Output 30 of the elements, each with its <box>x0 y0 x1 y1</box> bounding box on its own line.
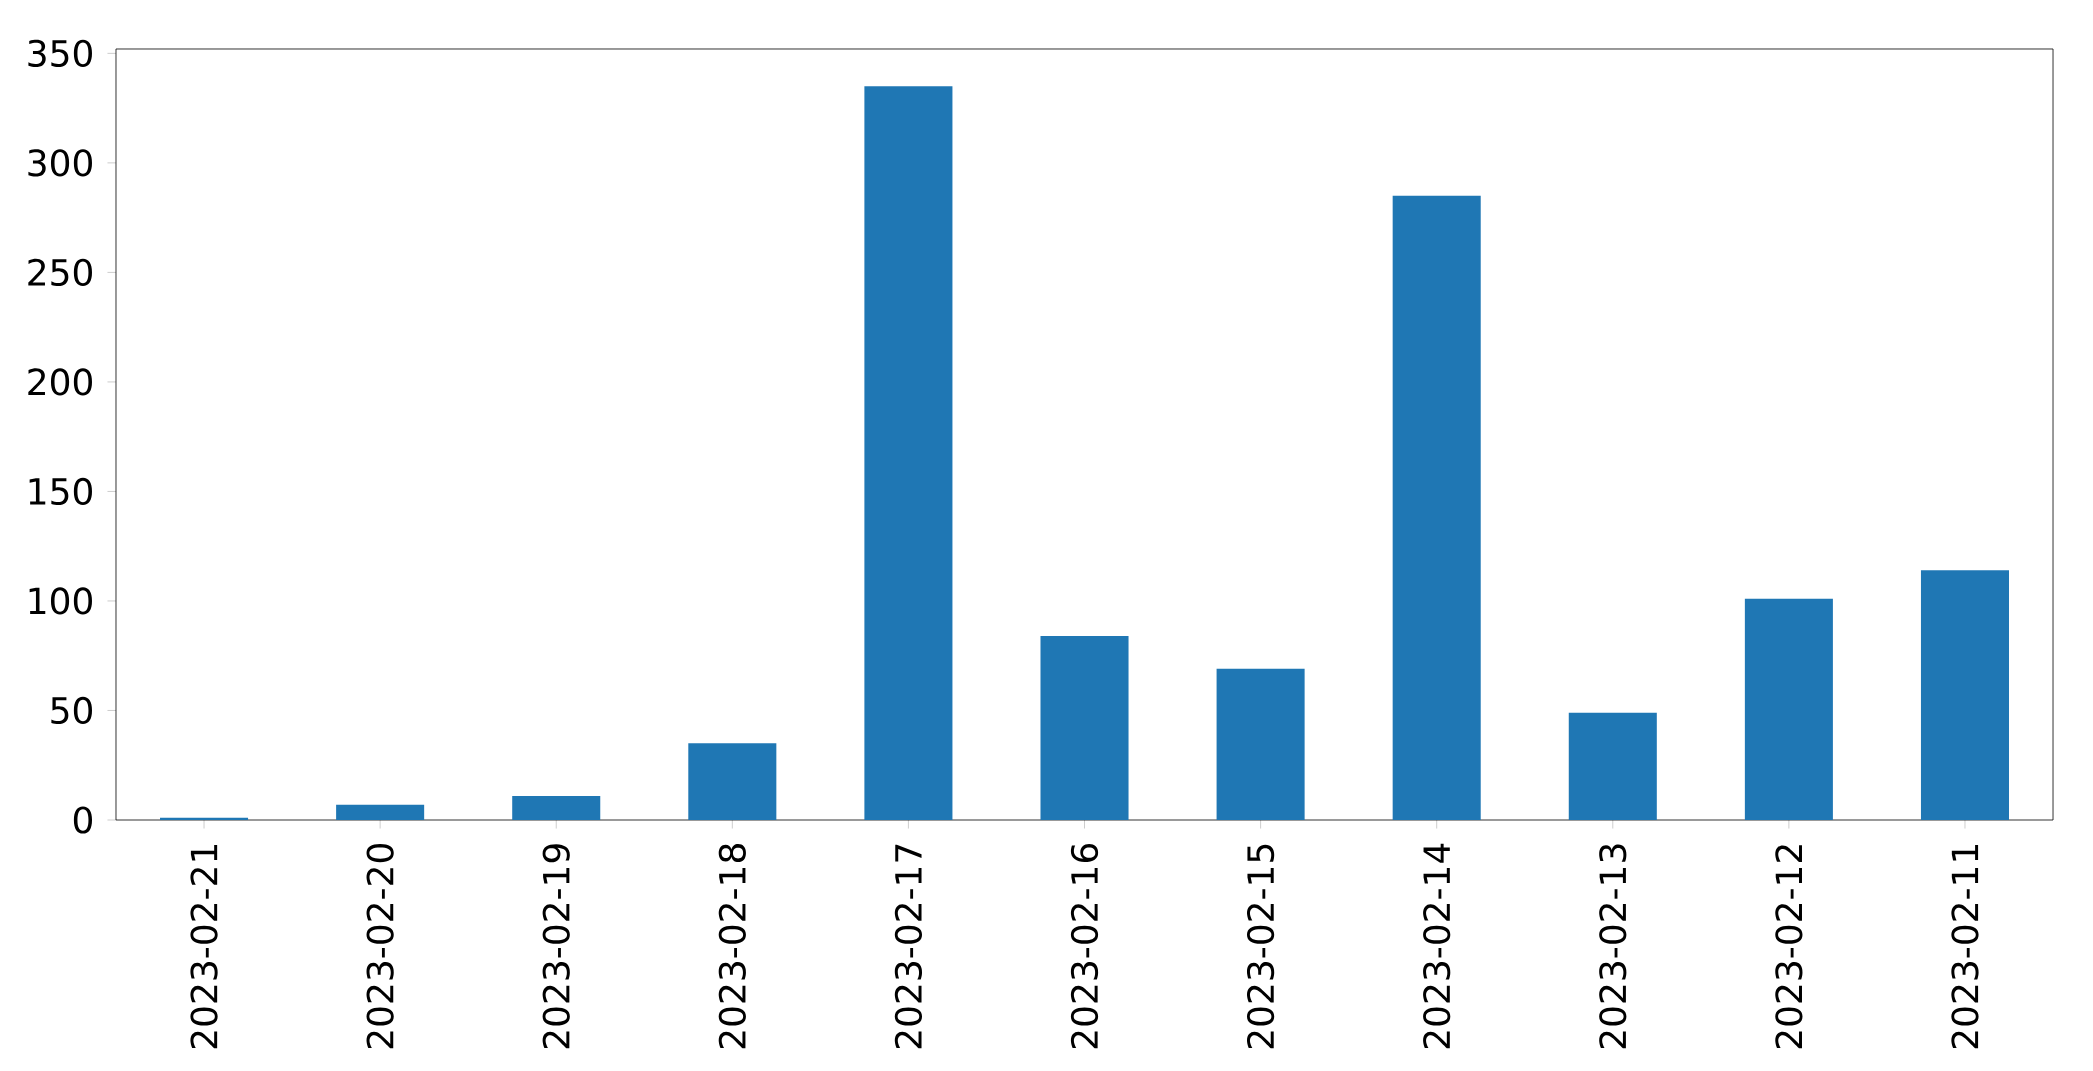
x-tick-label: 2023-02-20 <box>366 844 394 1049</box>
x-tick-label: 2023-02-19 <box>542 844 570 1049</box>
bar <box>1040 636 1129 820</box>
y-tick-label: 200 <box>28 368 92 396</box>
y-tick-label: 300 <box>28 149 92 177</box>
y-tick-label: 150 <box>29 477 92 506</box>
bar <box>1920 570 2009 820</box>
y-tick-label: 0 <box>73 806 93 834</box>
x-tick-label: 2023-02-14 <box>1423 843 1451 1049</box>
bar <box>1216 668 1305 820</box>
y-tick-label: 350 <box>28 39 92 67</box>
x-tick-label: 2023-02-16 <box>1070 843 1099 1049</box>
x-tick-label: 2023-02-17 <box>894 844 923 1049</box>
y-tick-label: 250 <box>28 258 92 287</box>
x-tick-label: 2023-02-18 <box>718 844 746 1049</box>
x-tick-label: 2023-02-13 <box>1599 844 1627 1049</box>
x-tick-label: 2023-02-12 <box>1775 845 1803 1049</box>
bar <box>864 86 953 820</box>
bar <box>512 795 601 820</box>
x-tick-label: 2023-02-21 <box>190 844 218 1049</box>
bar <box>1744 598 1833 820</box>
y-tick-label: 100 <box>29 587 92 615</box>
bar <box>160 817 249 820</box>
bar <box>1392 195 1481 820</box>
y-tick-label: 50 <box>51 696 93 725</box>
bar <box>688 743 777 820</box>
x-tick-label: 2023-02-15 <box>1246 844 1275 1049</box>
bar <box>1568 712 1657 820</box>
bar <box>336 804 425 820</box>
x-tick-label: 2023-02-11 <box>1951 844 1979 1049</box>
